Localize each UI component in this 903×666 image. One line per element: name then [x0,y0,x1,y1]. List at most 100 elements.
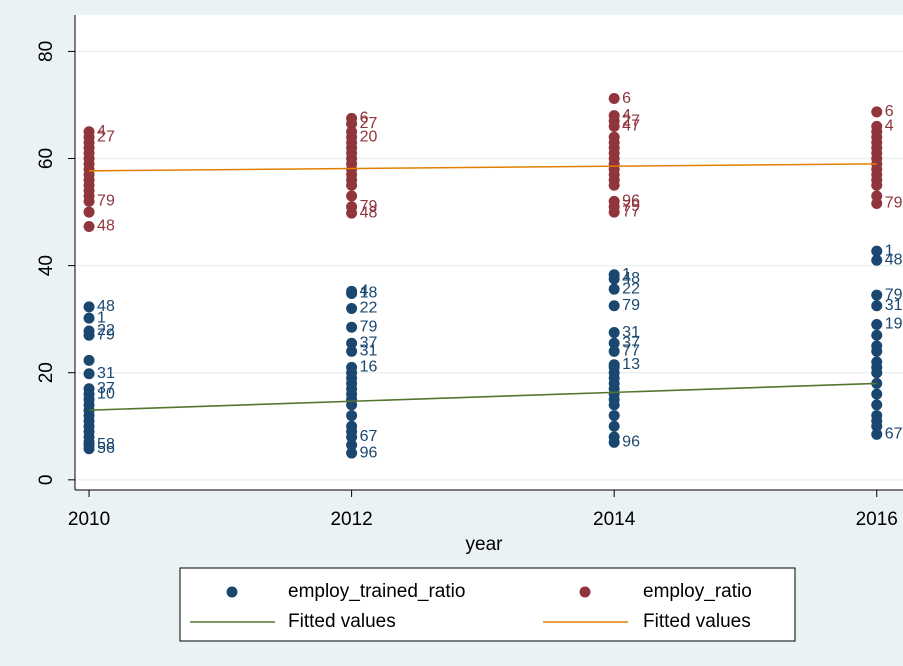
x-tick-label: 2014 [593,509,636,530]
point [346,439,358,451]
fit-line [89,382,877,412]
point-label: 27 [97,128,115,145]
point [346,431,358,443]
point [83,195,95,207]
point-label: 4 [97,123,106,140]
point [871,399,883,411]
plot-area [75,15,903,490]
point [871,106,883,118]
point-label: 1 [97,309,106,326]
point [608,345,620,357]
point-label: 48 [97,298,115,315]
point-label: 37 [97,380,115,397]
point [608,399,620,411]
point [608,206,620,218]
point-label: 27 [360,115,378,132]
legend-label: employ_trained_ratio [288,581,465,602]
grid [75,50,903,481]
point [871,198,883,210]
point-label: 19 [885,316,903,333]
point [608,283,620,295]
point [346,410,358,422]
point-label: 10 [97,385,115,402]
point [608,410,620,422]
legend [179,567,796,642]
point-label: 77 [622,203,640,220]
legend-label: employ_ratio [643,581,752,602]
point [608,93,620,105]
point [346,321,358,333]
point [608,436,620,448]
point [608,300,620,312]
point [83,221,95,233]
point [83,312,95,324]
point-label: 67 [885,426,903,443]
y-tick-label: 0 [36,475,57,486]
point-label: 31 [360,343,378,360]
point [83,206,95,218]
point-label: 96 [622,193,640,210]
legend-key [579,586,591,598]
point [346,207,358,219]
point [346,287,358,299]
point-label: 31 [97,365,115,382]
point-label: 48 [622,270,640,287]
point-label: 79 [360,198,378,215]
point-label: 79 [622,198,640,215]
point-label: 6 [885,103,894,120]
point-label: 13 [622,356,640,373]
point-label: 22 [622,280,640,297]
point-label: 27 [622,112,640,129]
point-label: 77 [622,343,640,360]
point [346,337,358,349]
point-label: 79 [622,297,640,314]
point-label: 48 [885,251,903,268]
point [83,329,95,341]
point [346,190,358,202]
point-label: 18 [360,285,378,302]
point [346,179,358,191]
point-label: 79 [97,326,115,343]
point-label: 31 [622,324,640,341]
point-label: 6 [360,110,369,127]
legend-key [226,586,238,598]
y-tick-label: 40 [36,255,57,276]
point-label: 1 [622,266,631,283]
point-label: 96 [622,434,640,451]
point-label: 37 [622,334,640,351]
y-tick-label: 80 [36,41,57,62]
legend-label: Fitted values [643,611,751,632]
point-label: 31 [885,297,903,314]
point [608,179,620,191]
point-label: 37 [360,334,378,351]
point-label: 1 [885,242,894,259]
legend-label: Fitted values [288,611,396,632]
x-axis-title: year [466,534,504,555]
point [608,420,620,432]
x-tick-label: 2016 [856,509,898,530]
point [871,388,883,400]
marks: 4812279313710585641822793731166796148227… [83,90,903,461]
point [346,302,358,314]
point [83,443,95,455]
legend-entries: employ_trained_ratio employ_ratio Fitted v… [190,581,752,632]
point-label: 20 [360,128,378,145]
point [871,428,883,440]
point [346,447,358,459]
point [608,273,620,285]
point-label: 58 [97,436,115,453]
x-tick-label: 2010 [68,509,110,530]
point [871,420,883,432]
point [871,329,883,341]
point [83,354,95,366]
point-label: 47 [622,118,640,135]
point [83,301,95,313]
point-label: 4 [360,283,369,300]
point [871,245,883,257]
point-label: 79 [97,193,115,210]
point-label: 79 [885,286,903,303]
point [871,300,883,312]
point [871,289,883,301]
point [871,254,883,266]
